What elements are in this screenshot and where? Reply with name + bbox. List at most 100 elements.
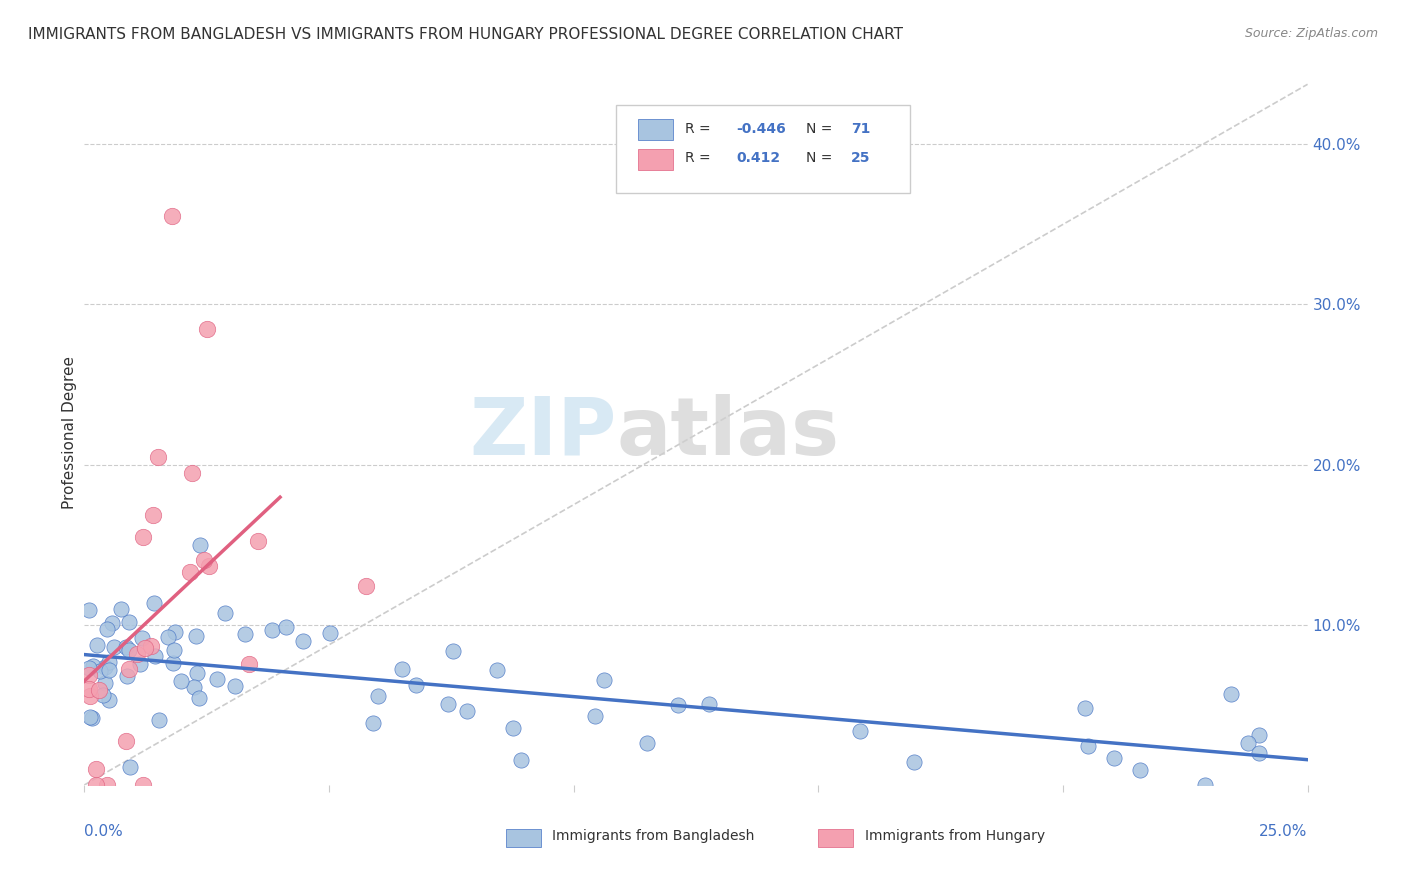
Point	[163, 643, 186, 657]
Y-axis label: Professional Degree: Professional Degree	[62, 356, 77, 509]
Point	[110, 602, 132, 616]
Point	[183, 680, 205, 694]
Point	[94, 660, 117, 674]
Point	[91, 688, 114, 702]
Point	[98, 664, 121, 678]
Point	[246, 533, 269, 548]
Point	[1220, 688, 1243, 702]
Point	[1247, 728, 1270, 742]
Point	[170, 673, 193, 688]
Point	[195, 321, 218, 335]
Point	[184, 629, 207, 643]
Point	[129, 657, 152, 671]
Point	[162, 210, 184, 224]
Point	[162, 657, 184, 671]
Point	[77, 682, 100, 697]
Point	[235, 627, 257, 641]
Text: Immigrants from Hungary: Immigrants from Hungary	[865, 830, 1045, 844]
Point	[224, 679, 246, 693]
Point	[193, 552, 215, 566]
Point	[666, 698, 689, 713]
Point	[165, 625, 187, 640]
Point	[1247, 746, 1270, 760]
Point	[405, 678, 427, 692]
Text: N =: N =	[806, 152, 837, 166]
Point	[198, 559, 221, 574]
Point	[509, 753, 531, 767]
Point	[132, 778, 155, 792]
Point	[186, 666, 208, 681]
Text: IMMIGRANTS FROM BANGLADESH VS IMMIGRANTS FROM HUNGARY PROFESSIONAL DEGREE CORREL: IMMIGRANTS FROM BANGLADESH VS IMMIGRANTS…	[28, 27, 903, 42]
Point	[583, 709, 606, 723]
Point	[77, 668, 100, 682]
Point	[187, 690, 209, 705]
Point	[1129, 763, 1152, 777]
Point	[139, 640, 162, 654]
FancyBboxPatch shape	[818, 830, 852, 847]
Point	[103, 640, 125, 655]
FancyBboxPatch shape	[506, 830, 541, 847]
Point	[238, 657, 260, 672]
Point	[132, 530, 155, 544]
Point	[276, 620, 298, 634]
Point	[903, 756, 925, 770]
Point	[156, 630, 179, 644]
Point	[699, 697, 721, 711]
Text: R =: R =	[685, 122, 716, 136]
Point	[125, 647, 148, 661]
Point	[77, 660, 100, 674]
FancyBboxPatch shape	[638, 119, 672, 140]
Text: 0.412: 0.412	[737, 152, 780, 166]
Point	[485, 664, 508, 678]
Point	[207, 673, 229, 687]
Point	[319, 626, 342, 640]
Text: N =: N =	[806, 122, 837, 136]
Point	[593, 673, 616, 688]
Point	[181, 466, 204, 480]
Point	[115, 640, 138, 654]
Point	[118, 662, 141, 676]
Point	[98, 655, 121, 669]
Point	[79, 710, 101, 724]
Point	[291, 634, 314, 648]
FancyBboxPatch shape	[616, 105, 910, 193]
Point	[179, 565, 201, 579]
Point	[146, 450, 169, 464]
Point	[143, 648, 166, 663]
Point	[118, 643, 141, 657]
Point	[262, 624, 284, 638]
Point	[82, 659, 104, 673]
Point	[636, 736, 658, 750]
Point	[1194, 778, 1216, 792]
Point	[86, 778, 108, 792]
Point	[391, 662, 413, 676]
Point	[80, 711, 103, 725]
Text: Source: ZipAtlas.com: Source: ZipAtlas.com	[1244, 27, 1378, 40]
Point	[86, 638, 108, 652]
Point	[502, 721, 524, 735]
Point	[96, 622, 118, 636]
Point	[214, 607, 236, 621]
Point	[361, 716, 384, 731]
Point	[354, 579, 377, 593]
Point	[456, 704, 478, 718]
Point	[115, 669, 138, 683]
Point	[94, 676, 117, 690]
Text: 25.0%: 25.0%	[1260, 823, 1308, 838]
Point	[84, 762, 107, 776]
Point	[100, 615, 122, 630]
Point	[188, 538, 211, 552]
Point	[131, 632, 153, 646]
Point	[118, 615, 141, 629]
Text: R =: R =	[685, 152, 716, 166]
Point	[118, 760, 141, 774]
Point	[89, 664, 111, 678]
Point	[441, 644, 464, 658]
Point	[77, 603, 100, 617]
Point	[437, 697, 460, 711]
Point	[148, 713, 170, 727]
Text: 0.0%: 0.0%	[84, 823, 124, 838]
Point	[1102, 751, 1125, 765]
Text: -0.446: -0.446	[737, 122, 786, 136]
Text: Immigrants from Bangladesh: Immigrants from Bangladesh	[551, 830, 754, 844]
